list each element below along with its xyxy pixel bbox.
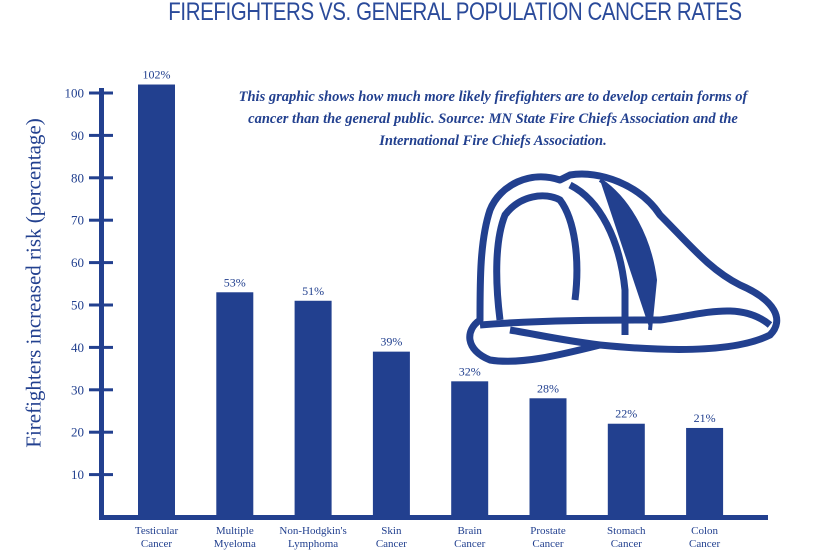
bar xyxy=(607,423,645,517)
y-tick-label: 10 xyxy=(71,467,84,482)
x-tick-label: Skin xyxy=(381,525,402,537)
y-tick-label: 100 xyxy=(65,86,85,101)
x-tick-label: Stomach xyxy=(607,525,646,537)
data-label: 28% xyxy=(537,381,559,395)
bar xyxy=(216,292,254,517)
x-tick-label: Myeloma xyxy=(214,538,256,550)
y-tick xyxy=(89,430,113,434)
bar xyxy=(451,381,489,517)
data-label: 53% xyxy=(224,275,246,289)
data-label: 22% xyxy=(615,407,637,421)
y-tick-label: 50 xyxy=(71,298,84,313)
bar xyxy=(372,351,410,517)
x-tick-label: Brain xyxy=(457,525,482,537)
data-label: 51% xyxy=(302,284,324,298)
y-tick xyxy=(89,176,113,180)
y-tick xyxy=(89,473,113,477)
x-tick-label: Lymphoma xyxy=(288,538,338,550)
y-tick-label: 80 xyxy=(71,170,84,185)
bar xyxy=(294,300,332,517)
x-tick-label: Testicular xyxy=(135,525,179,537)
y-tick xyxy=(89,388,113,392)
y-tick-label: 20 xyxy=(71,425,84,440)
data-label: 21% xyxy=(694,411,716,425)
y-tick xyxy=(89,218,113,222)
firefighter-helmet-icon xyxy=(466,170,781,365)
x-tick-label: Cancer xyxy=(532,538,563,550)
y-tick-label: 30 xyxy=(71,382,84,397)
x-tick-label: Cancer xyxy=(689,538,720,550)
x-tick-label: Prostate xyxy=(530,525,566,537)
x-tick-label: Cancer xyxy=(611,538,642,550)
bar xyxy=(138,84,175,518)
bar xyxy=(529,398,567,517)
y-tick xyxy=(89,91,113,95)
x-axis-line xyxy=(99,515,768,520)
x-tick-label: Cancer xyxy=(141,538,172,550)
x-tick-label: Cancer xyxy=(376,538,407,550)
bar xyxy=(686,427,724,517)
x-tick-label: Multiple xyxy=(216,525,254,537)
x-tick-label: Cancer xyxy=(454,538,485,550)
y-tick-label: 70 xyxy=(71,213,84,228)
y-tick-label: 90 xyxy=(71,128,84,143)
data-label: 39% xyxy=(380,335,402,349)
data-label: 102% xyxy=(143,68,171,82)
y-tick xyxy=(89,261,113,265)
y-tick xyxy=(89,345,113,349)
y-tick-label: 40 xyxy=(71,340,84,355)
chart-title: FIREFIGHTERS VS. GENERAL POPULATION CANC… xyxy=(168,0,742,26)
data-label: 32% xyxy=(459,364,481,378)
y-tick-label: 60 xyxy=(71,255,84,270)
y-tick xyxy=(89,133,113,137)
y-tick xyxy=(89,303,113,307)
chart-annotation: This graphic shows how much more likely … xyxy=(238,89,748,149)
x-tick-label: Colon xyxy=(691,525,718,537)
x-tick-label: Non-Hodgkin's xyxy=(279,525,346,537)
